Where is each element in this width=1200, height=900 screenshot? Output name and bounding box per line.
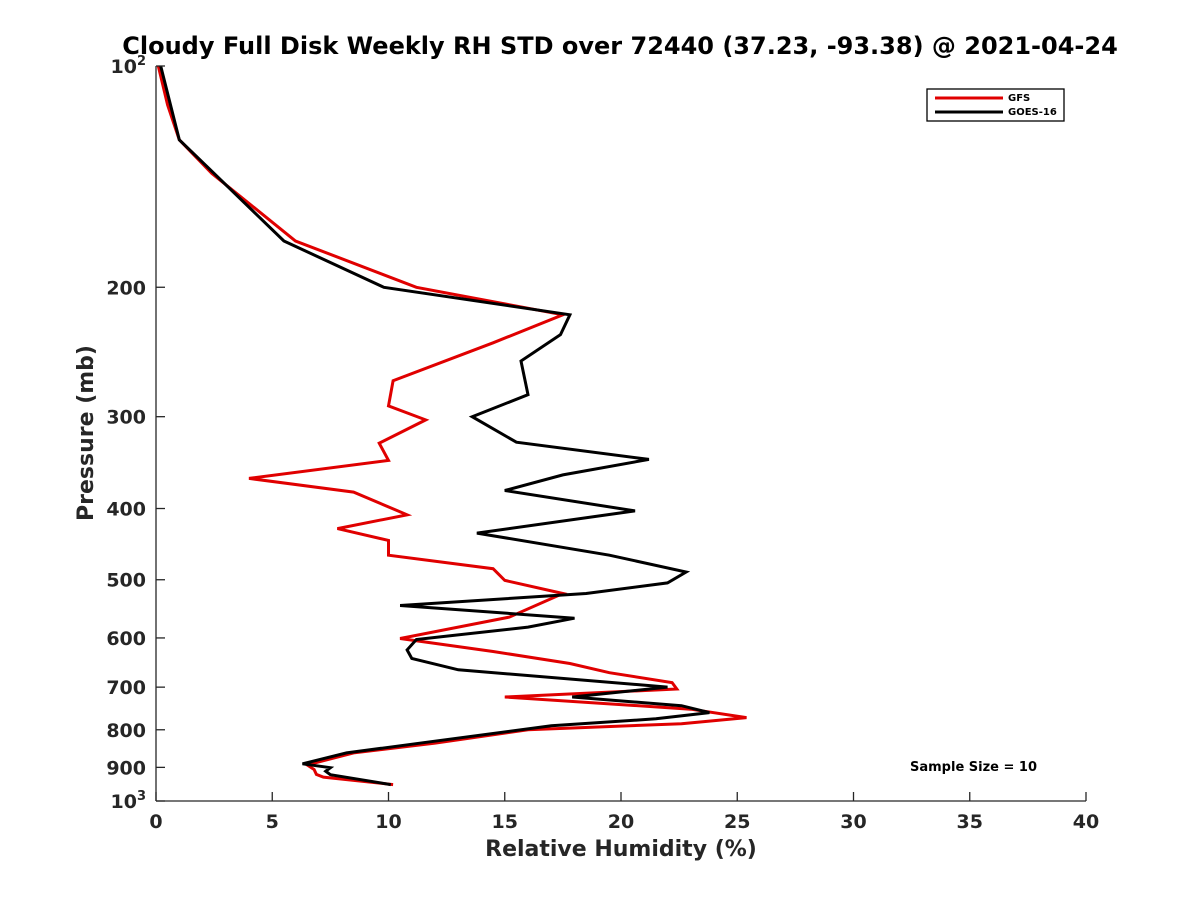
- chart-title: Cloudy Full Disk Weekly RH STD over 7244…: [122, 32, 1118, 60]
- y-axis-label: Pressure (mb): [74, 345, 99, 521]
- y-tick-label: 700: [106, 677, 146, 699]
- x-tick-label: 30: [840, 811, 866, 833]
- y-tick-label: 200: [106, 277, 146, 299]
- x-axis-label: Relative Humidity (%): [485, 837, 757, 862]
- y-tick-label: 800: [106, 720, 146, 742]
- x-tick-label: 15: [492, 811, 518, 833]
- x-tick-label: 10: [375, 811, 401, 833]
- x-ticks: 0 5 10 15 20 25 30 35 40: [149, 792, 1099, 833]
- x-tick-label: 35: [957, 811, 983, 833]
- x-tick-label: 5: [266, 811, 279, 833]
- y-tick-label: 600: [106, 628, 146, 650]
- y-tick-label: 400: [106, 499, 146, 521]
- y-tick-label: 500: [106, 570, 146, 592]
- legend-box: [926, 88, 1065, 122]
- y-tick-label: 103: [111, 789, 147, 813]
- y-tick-label: 300: [106, 407, 146, 429]
- legend-label-goes-16: GOES-16: [1008, 107, 1057, 118]
- sample-size-annotation: Sample Size = 10: [910, 760, 1037, 775]
- plot-area: [156, 66, 1086, 801]
- legend: GFS GOES-16: [926, 88, 1065, 122]
- series-line-goes-16: [159, 65, 710, 787]
- legend-label-gfs: GFS: [1008, 93, 1030, 104]
- y-tick-label: 102: [111, 54, 147, 78]
- series-layer: [156, 65, 747, 787]
- x-tick-label: 40: [1073, 811, 1099, 833]
- x-tick-label: 25: [724, 811, 750, 833]
- x-tick-label: 0: [149, 811, 162, 833]
- x-tick-label: 20: [608, 811, 634, 833]
- y-ticks: 102 200 300 400 500 600 700 800 900 103: [106, 54, 165, 813]
- y-tick-label: 900: [106, 757, 146, 779]
